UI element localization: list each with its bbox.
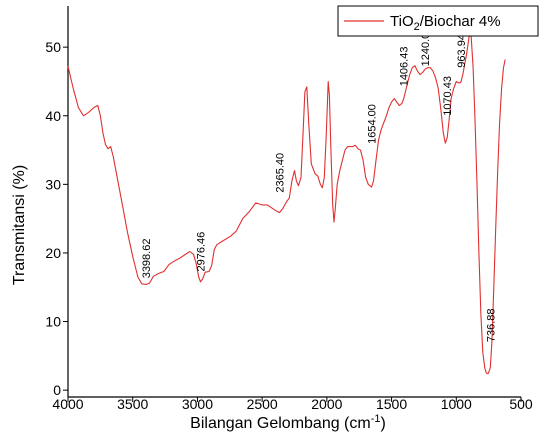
y-axis-title: Transmitansi (%)	[11, 165, 28, 285]
x-tick-label-3500: 3500	[117, 396, 148, 412]
legend-label: TiO2/Biochar 4%	[390, 13, 501, 33]
y-tick-label-0: 0	[53, 382, 61, 398]
x-axis-title: Bilangan Gelombang (cm-1)	[190, 413, 386, 432]
peak-label-2: 2365.40	[275, 153, 287, 193]
peak-label-8: 736.88	[485, 308, 497, 342]
legend: TiO2/Biochar 4%	[337, 5, 539, 37]
x-tick-label-4000: 4000	[52, 396, 83, 412]
legend-label-part1: TiO	[390, 13, 414, 30]
axes-frame	[67, 6, 521, 398]
x-axis-title-end: )	[381, 415, 386, 432]
peak-label-1: 2976.46	[196, 232, 208, 272]
y-tick-label-40: 40	[45, 108, 61, 124]
tick-marks	[63, 46, 522, 402]
y-tick-label-10: 10	[45, 314, 61, 330]
y-tick-label-30: 30	[45, 176, 61, 192]
x-tick-label-2000: 2000	[311, 396, 342, 412]
peak-label-6: 1070.43	[442, 76, 454, 116]
x-tick-label-1500: 1500	[376, 396, 407, 412]
tick-labels: 4000 3500 3000 2500 2000 1500 1000 500 0 10 20 30 40…	[45, 39, 532, 412]
x-tick-label-2500: 2500	[247, 396, 278, 412]
legend-label-subscript: 2	[414, 21, 420, 33]
x-tick-label-1000: 1000	[441, 396, 472, 412]
peak-label-7: 963.94	[456, 34, 468, 68]
y-tick-label-50: 50	[45, 39, 61, 55]
y-tick-label-20: 20	[45, 245, 61, 261]
annotation-layer: 3398.62 2976.46 2365.40 1654.00 1406.43 1240.…	[141, 27, 497, 342]
peak-label-3: 1654.00	[367, 104, 379, 144]
peak-label-4: 1406.43	[399, 47, 411, 87]
x-tick-label-3000: 3000	[182, 396, 213, 412]
x-axis-title-main: Bilangan Gelombang (cm	[190, 415, 371, 432]
legend-label-part2: /Biochar 4%	[420, 13, 501, 30]
x-axis-title-superscript: -1	[371, 413, 381, 425]
series-layer	[67, 29, 506, 375]
peak-label-0: 3398.62	[141, 239, 153, 279]
series-line-0	[67, 29, 506, 375]
peak-label-5: 1240.04	[420, 27, 432, 67]
x-tick-label-500: 500	[509, 396, 533, 412]
